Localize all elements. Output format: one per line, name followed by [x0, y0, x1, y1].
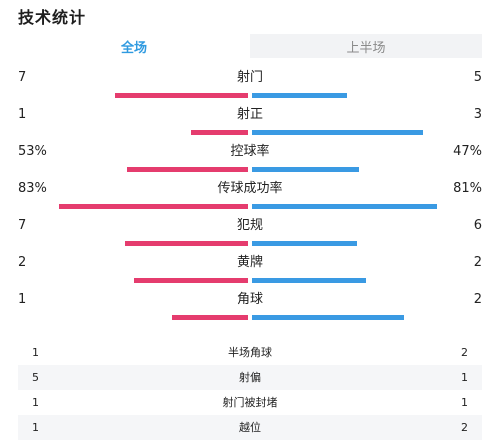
- stat-row-shots: 7 射门 5: [0, 68, 500, 105]
- away-bar: [252, 241, 357, 246]
- away-value: 5: [473, 70, 482, 85]
- home-bar: [115, 93, 248, 98]
- extra-stats-table: 1 半场角球 2 5 射偏 1 1 射门被封堵 1 1 越位 2: [18, 340, 482, 440]
- home-bar: [59, 204, 248, 209]
- stat-label: 角球: [236, 292, 263, 307]
- stat-label: 射偏: [239, 371, 261, 384]
- period-tabs: 全场 上半场: [18, 34, 482, 58]
- stat-label: 越位: [239, 421, 261, 434]
- away-value: 3: [473, 107, 482, 122]
- away-value: 81%: [453, 181, 482, 196]
- home-value: 53%: [18, 144, 47, 159]
- stat-label: 半场角球: [228, 346, 272, 359]
- home-bar: [125, 241, 248, 246]
- home-bar: [191, 130, 248, 135]
- away-bar: [252, 204, 437, 209]
- stat-label: 犯规: [236, 218, 263, 233]
- away-value: 1: [461, 396, 468, 409]
- away-bar: [252, 278, 366, 283]
- tab-first-half[interactable]: 上半场: [250, 34, 482, 58]
- table-row: 5 射偏 1: [18, 365, 482, 390]
- home-value: 1: [18, 107, 27, 122]
- home-value: 1: [18, 292, 27, 307]
- home-value: 1: [32, 421, 39, 434]
- table-row: 1 越位 2: [18, 415, 482, 440]
- away-value: 6: [473, 218, 482, 233]
- tab-full-match[interactable]: 全场: [18, 34, 250, 58]
- stat-row-fouls: 7 犯规 6: [0, 216, 500, 253]
- away-bar: [252, 130, 423, 135]
- stat-label: 黄牌: [236, 255, 263, 270]
- stat-label: 传球成功率: [217, 181, 283, 196]
- home-bar: [172, 315, 248, 320]
- home-value: 1: [32, 346, 39, 359]
- home-value: 7: [18, 218, 27, 233]
- home-value: 1: [32, 396, 39, 409]
- stats-list: 7 射门 5 1 射正 3 53% 控球率 47% 83% 传球成功率 81% …: [0, 68, 500, 327]
- page-title: 技术统计: [18, 8, 87, 27]
- away-bar: [252, 315, 404, 320]
- home-value: 2: [18, 255, 27, 270]
- home-bar: [127, 167, 248, 172]
- away-value: 2: [461, 421, 468, 434]
- home-bar: [134, 278, 248, 283]
- away-bar: [252, 167, 359, 172]
- table-row: 1 半场角球 2: [18, 340, 482, 365]
- stat-label: 射正: [236, 107, 263, 122]
- home-value: 5: [32, 371, 39, 384]
- stat-row-shots-on-target: 1 射正 3: [0, 105, 500, 142]
- away-value: 2: [473, 292, 482, 307]
- home-value: 83%: [18, 181, 47, 196]
- away-value: 2: [461, 346, 468, 359]
- away-value: 47%: [453, 144, 482, 159]
- stat-row-possession: 53% 控球率 47%: [0, 142, 500, 179]
- table-row: 1 射门被封堵 1: [18, 390, 482, 415]
- stat-row-pass-accuracy: 83% 传球成功率 81%: [0, 179, 500, 216]
- away-value: 2: [473, 255, 482, 270]
- stat-row-yellow-cards: 2 黄牌 2: [0, 253, 500, 290]
- away-value: 1: [461, 371, 468, 384]
- stat-row-corners: 1 角球 2: [0, 290, 500, 327]
- stat-label: 控球率: [230, 144, 270, 159]
- stat-label: 射门: [236, 70, 263, 85]
- home-value: 7: [18, 70, 27, 85]
- away-bar: [252, 93, 347, 98]
- stat-label: 射门被封堵: [222, 396, 278, 409]
